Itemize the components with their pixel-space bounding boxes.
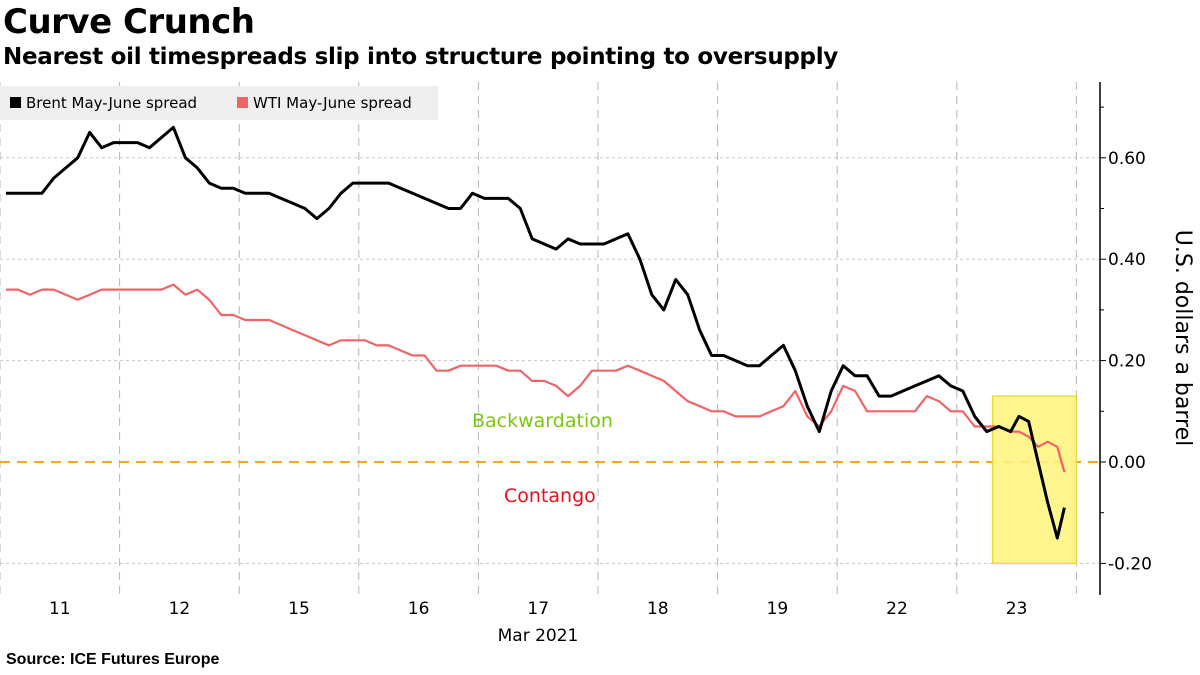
series-layer xyxy=(5,125,1066,540)
legend-label-wti: WTI May-June spread xyxy=(253,94,412,112)
annotation-contango: Contango xyxy=(504,485,596,507)
series-line-brent xyxy=(6,125,1066,540)
y-tick-label: 0.60 xyxy=(1108,149,1146,169)
x-tick-label: 15 xyxy=(288,599,310,619)
grid xyxy=(0,82,1100,595)
y-axis-label: U.S. dollars a barrel xyxy=(1170,230,1195,446)
x-tick-label: 16 xyxy=(408,599,430,619)
x-tick-label: 17 xyxy=(527,599,549,619)
x-tick-label: 18 xyxy=(647,599,669,619)
legend-swatch-brent xyxy=(10,97,21,108)
source-note: Source: ICE Futures Europe xyxy=(6,651,220,668)
chart-subtitle: Nearest oil timespreads slip into struct… xyxy=(3,44,838,70)
legend-background xyxy=(0,86,438,120)
x-tick-label: 22 xyxy=(886,599,908,619)
x-tick-label: 11 xyxy=(49,599,71,619)
legend: Brent May-June spread WTI May-June sprea… xyxy=(0,86,438,120)
x-tick-label: 12 xyxy=(169,599,191,619)
x-tick-label: 23 xyxy=(1006,599,1028,619)
x-month-label: Mar 2021 xyxy=(498,626,579,646)
y-tick-label: 0.40 xyxy=(1108,250,1146,270)
x-tick-label: 19 xyxy=(767,599,789,619)
y-tick-label: 0.20 xyxy=(1108,352,1146,372)
legend-swatch-wti xyxy=(237,97,248,108)
x-axis: 11 12 15 16 17 18 19 22 23 xyxy=(49,599,1027,619)
annotation-backwardation: Backwardation xyxy=(472,410,613,432)
chart-title: Curve Crunch xyxy=(3,2,255,42)
y-axis: 0.60 0.40 0.20 0.00 -0.20 xyxy=(1099,82,1152,595)
legend-label-brent: Brent May-June spread xyxy=(26,94,197,112)
y-tick-label: 0.00 xyxy=(1108,453,1146,473)
highlight-box xyxy=(991,395,1078,565)
highlight-region-layer xyxy=(991,395,1078,565)
series-line-wti xyxy=(6,283,1066,473)
y-tick-label: -0.20 xyxy=(1108,554,1152,574)
